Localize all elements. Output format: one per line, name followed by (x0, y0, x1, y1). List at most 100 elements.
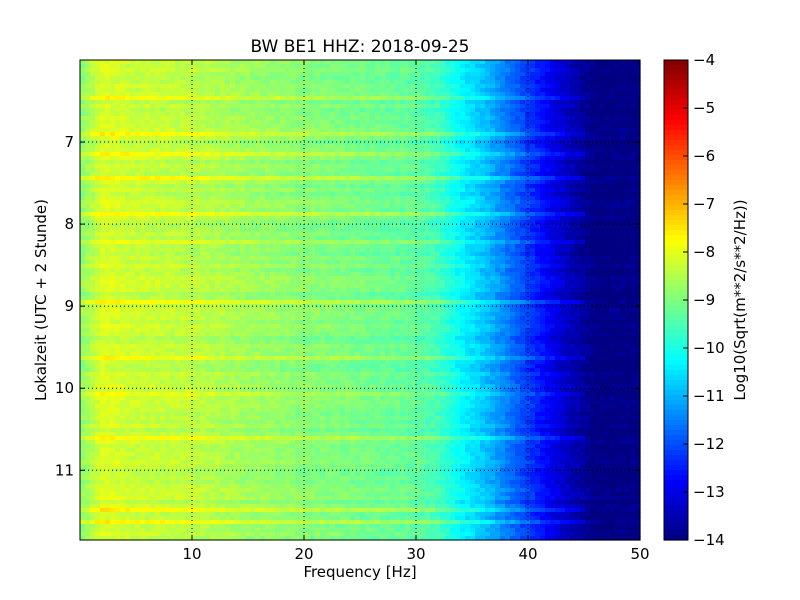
heatmap-cell (225, 88, 231, 93)
heatmap-cell (590, 220, 596, 225)
heatmap-cell (465, 164, 471, 169)
heatmap-cell (90, 136, 96, 141)
heatmap-cell (265, 68, 271, 73)
heatmap-cell (320, 92, 326, 97)
heatmap-cell (330, 88, 336, 93)
heatmap-cell (85, 228, 91, 233)
heatmap-cell (550, 64, 556, 69)
heatmap-cell (590, 112, 596, 117)
heatmap-cell (345, 132, 351, 137)
heatmap-cell (265, 216, 271, 221)
heatmap-cell (430, 112, 436, 117)
heatmap-cell (555, 184, 561, 189)
heatmap-cell (90, 104, 96, 109)
heatmap-cell (460, 112, 466, 117)
heatmap-cell (525, 144, 531, 149)
heatmap-cell (630, 232, 636, 237)
heatmap-cell (535, 120, 541, 125)
heatmap-cell (485, 144, 491, 149)
heatmap-cell (285, 216, 291, 221)
heatmap-cell (470, 96, 476, 101)
heatmap-cell (525, 112, 531, 117)
heatmap-cell (395, 156, 401, 161)
heatmap-cell (80, 144, 86, 149)
heatmap-cell (135, 164, 141, 169)
heatmap-cell (465, 76, 471, 81)
heatmap-cell (375, 128, 381, 133)
heatmap-cell (285, 228, 291, 233)
heatmap-cell (95, 136, 101, 141)
heatmap-cell (495, 192, 501, 197)
heatmap-cell (485, 64, 491, 69)
heatmap-cell (400, 140, 406, 145)
heatmap-cell (480, 80, 486, 85)
heatmap-cell (615, 168, 621, 173)
heatmap-cell (225, 76, 231, 81)
heatmap-cell (130, 164, 136, 169)
heatmap-cell (105, 88, 111, 93)
heatmap-cell (110, 112, 116, 117)
heatmap-cell (390, 220, 396, 225)
heatmap-cell (185, 152, 191, 157)
heatmap-cell (105, 140, 111, 145)
heatmap-cell (245, 60, 251, 65)
heatmap-cell (160, 100, 166, 105)
heatmap-cell (320, 68, 326, 73)
heatmap-cell (575, 124, 581, 129)
heatmap-cell (110, 216, 116, 221)
heatmap-cell (330, 124, 336, 129)
heatmap-cell (335, 104, 341, 109)
heatmap-cell (170, 204, 176, 209)
heatmap-cell (465, 64, 471, 69)
heatmap-cell (190, 192, 196, 197)
heatmap-cell (435, 68, 441, 73)
heatmap-cell (320, 228, 326, 233)
heatmap-cell (600, 68, 606, 73)
heatmap-cell (275, 196, 281, 201)
heatmap-cell (365, 228, 371, 233)
heatmap-cell (95, 88, 101, 93)
heatmap-cell (295, 108, 301, 113)
heatmap-cell (415, 192, 421, 197)
heatmap-cell (130, 64, 136, 69)
heatmap-cell (420, 108, 426, 113)
heatmap-cell (300, 72, 306, 77)
heatmap-cell (625, 116, 631, 121)
heatmap-cell (100, 76, 106, 81)
heatmap-cell (395, 96, 401, 101)
heatmap-cell (565, 224, 571, 229)
heatmap-cell (205, 60, 211, 65)
heatmap-cell (220, 192, 226, 197)
heatmap-cell (155, 180, 161, 185)
heatmap-cell (425, 124, 431, 129)
heatmap-cell (520, 136, 526, 141)
heatmap-cell (360, 108, 366, 113)
heatmap-cell (315, 64, 321, 69)
heatmap-cell (460, 92, 466, 97)
heatmap-cell (410, 96, 416, 101)
heatmap-cell (450, 220, 456, 225)
heatmap-cell (210, 72, 216, 77)
heatmap-cell (355, 72, 361, 77)
heatmap-cell (90, 88, 96, 93)
heatmap-cell (230, 76, 236, 81)
heatmap-cell (215, 220, 221, 225)
heatmap-cell (475, 168, 481, 173)
heatmap-cell (235, 140, 241, 145)
heatmap-cell (165, 196, 171, 201)
heatmap-cell (255, 120, 261, 125)
heatmap-cell (80, 92, 86, 97)
heatmap-cell (260, 192, 266, 197)
heatmap-cell (635, 156, 641, 161)
heatmap-cell (190, 216, 196, 221)
heatmap-cell (345, 216, 351, 221)
heatmap-cell (285, 132, 291, 137)
heatmap-cell (135, 112, 141, 117)
heatmap-cell (605, 104, 611, 109)
heatmap-cell (85, 168, 91, 173)
heatmap-cell (515, 208, 521, 213)
heatmap-cell (430, 128, 436, 133)
heatmap-cell (225, 176, 231, 181)
heatmap-cell (220, 60, 226, 65)
